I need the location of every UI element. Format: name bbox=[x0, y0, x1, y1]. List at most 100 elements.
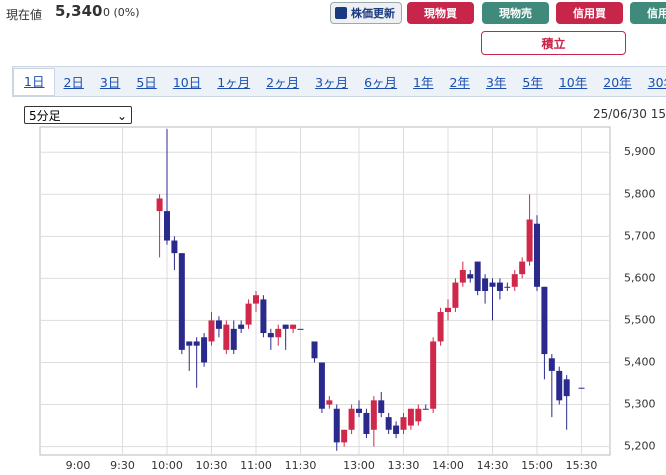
action-button[interactable]: 信用買 bbox=[556, 2, 623, 24]
candle-body bbox=[208, 320, 215, 342]
candle-body bbox=[482, 278, 489, 291]
y-tick-label: 5,600 bbox=[624, 271, 656, 284]
range-tab[interactable]: 3日 bbox=[99, 75, 121, 90]
action-button[interactable]: 株価更新 bbox=[330, 2, 402, 24]
tab-bar: 1日 2日 3日 5日 10日 1ヶ月 2ヶ月 3ヶ月 6ヶ月 1年 2年 3年 5年 10年 20年 30年 bbox=[12, 66, 666, 97]
interval-select[interactable]: 5分足 ⌄ bbox=[24, 106, 132, 124]
range-tab[interactable]: 3年 bbox=[485, 75, 507, 90]
x-tick-label: 15:00 bbox=[521, 459, 553, 472]
range-tab[interactable]: 20年 bbox=[603, 75, 632, 90]
candle-body bbox=[378, 400, 385, 413]
candle-body bbox=[267, 333, 274, 338]
candle-body bbox=[504, 286, 511, 288]
y-tick-label: 5,800 bbox=[624, 187, 656, 200]
candle-body bbox=[253, 295, 259, 304]
plot-frame bbox=[39, 126, 611, 456]
candle-body bbox=[333, 408, 340, 443]
candle-body bbox=[422, 408, 429, 410]
candle-body bbox=[541, 286, 548, 355]
range-tab[interactable]: 6ヶ月 bbox=[364, 75, 398, 90]
candle-body bbox=[489, 282, 496, 287]
candle-body bbox=[297, 328, 304, 330]
range-tab[interactable]: 10年 bbox=[558, 75, 588, 90]
candle-body bbox=[437, 312, 444, 342]
candle-body bbox=[519, 261, 526, 275]
x-tick-label: 9:30 bbox=[110, 459, 135, 472]
candle-body bbox=[290, 324, 297, 329]
candle-body bbox=[186, 341, 193, 346]
candle-body bbox=[245, 303, 252, 325]
x-tick-label: 10:30 bbox=[196, 459, 228, 472]
candle-body bbox=[445, 307, 451, 313]
candle-body bbox=[275, 328, 282, 338]
candle-body bbox=[215, 320, 222, 329]
candle-body bbox=[563, 379, 570, 397]
candle-body bbox=[326, 400, 333, 405]
range-tab[interactable]: 2ヶ月 bbox=[266, 75, 300, 90]
y-tick-label: 5,500 bbox=[624, 313, 656, 326]
candle-body bbox=[318, 362, 325, 409]
candle-body bbox=[556, 370, 563, 401]
range-tab[interactable]: 2年 bbox=[449, 75, 470, 90]
x-tick-label: 14:30 bbox=[477, 459, 509, 472]
candle-body bbox=[356, 408, 362, 413]
candle-body bbox=[452, 282, 459, 308]
range-tab[interactable]: 5日 bbox=[136, 75, 157, 90]
candle-body bbox=[230, 328, 237, 350]
range-tab[interactable]: 5年 bbox=[522, 75, 543, 90]
interval-select-text: 5分足 bbox=[29, 109, 61, 123]
action-button[interactable]: 信用売 bbox=[630, 2, 666, 24]
candle-body bbox=[223, 324, 230, 350]
candle-body bbox=[193, 341, 200, 346]
x-tick-label: 14:00 bbox=[432, 459, 464, 472]
candle-body bbox=[311, 341, 318, 359]
candle-body bbox=[474, 261, 481, 291]
y-tick-label: 5,400 bbox=[624, 355, 656, 368]
action-button[interactable]: 現物買 bbox=[407, 2, 474, 24]
candle-body bbox=[430, 341, 437, 409]
x-tick-label: 10:00 bbox=[151, 459, 183, 472]
price-change: 0 (0%) bbox=[103, 6, 140, 19]
y-tick-label: 5,900 bbox=[624, 145, 656, 158]
x-tick-label: 13:30 bbox=[388, 459, 420, 472]
refresh-icon bbox=[335, 7, 347, 19]
range-tab[interactable]: 30年 bbox=[647, 75, 666, 90]
range-tab[interactable]: 1ヶ月 bbox=[217, 75, 251, 90]
candle-body bbox=[238, 324, 245, 329]
dropdown-arrow: ⌄ bbox=[116, 109, 127, 123]
x-tick-label: 9:00 bbox=[66, 459, 91, 472]
candle-body bbox=[260, 299, 267, 334]
x-tick-label: 11:00 bbox=[240, 459, 272, 472]
candle-body bbox=[363, 412, 370, 434]
x-tick-label: 13:00 bbox=[343, 459, 375, 472]
action-button[interactable]: 現物売 bbox=[482, 2, 549, 24]
range-tab[interactable]: 1日 bbox=[13, 67, 56, 96]
candle-body bbox=[467, 274, 474, 279]
candle-body bbox=[459, 269, 466, 283]
candle-body bbox=[511, 274, 518, 287]
candle-body bbox=[385, 417, 392, 430]
candle-body bbox=[178, 253, 185, 350]
timestamp: 25/06/30 15:30 bbox=[593, 107, 666, 121]
candle-body bbox=[548, 358, 555, 371]
candle-body bbox=[407, 408, 414, 426]
x-tick-label: 15:30 bbox=[566, 459, 598, 472]
candle-body bbox=[400, 417, 407, 430]
candle-body bbox=[201, 337, 208, 363]
range-tab[interactable]: 1年 bbox=[413, 75, 434, 90]
range-tab[interactable]: 10日 bbox=[172, 75, 202, 90]
candle-body bbox=[496, 282, 503, 291]
candle-body bbox=[534, 223, 540, 287]
range-tab[interactable]: 3ヶ月 bbox=[315, 75, 349, 90]
candle-body bbox=[156, 198, 163, 212]
y-tick-label: 5,200 bbox=[624, 440, 656, 453]
x-tick-label: 11:30 bbox=[285, 459, 317, 472]
range-tab[interactable]: 2日 bbox=[63, 75, 84, 90]
candle-body bbox=[526, 219, 533, 262]
save-button[interactable]: 積立 bbox=[481, 31, 626, 55]
price: 5,340 bbox=[55, 2, 103, 20]
y-tick-label: 5,700 bbox=[624, 229, 656, 242]
y-tick-label: 5,300 bbox=[624, 398, 656, 411]
